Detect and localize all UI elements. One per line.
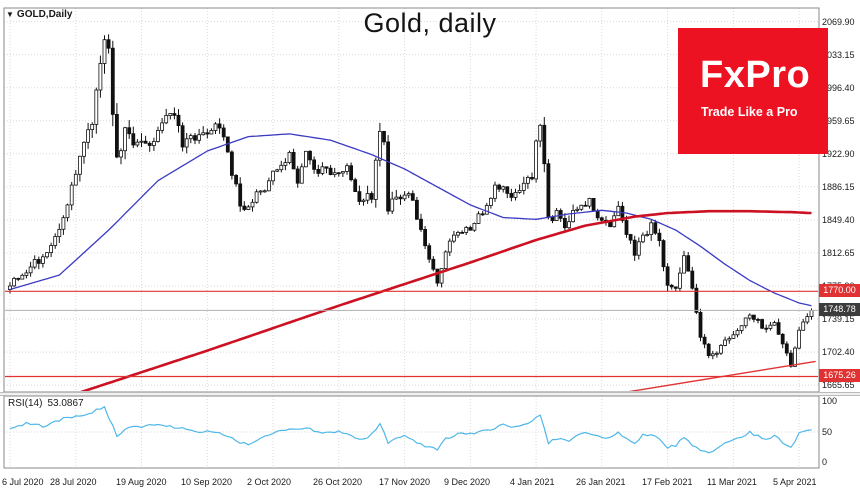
rsi-value: 53.0867 <box>47 398 84 409</box>
price-axis-label: 1812.65 <box>822 248 855 258</box>
fxpro-logo-name: FxPro <box>700 54 811 96</box>
fxpro-logo-tagline: Trade Like a Pro <box>701 105 798 119</box>
symbol-text: GOLD,Daily <box>16 9 73 20</box>
price-axis-label: 1886.15 <box>822 182 855 192</box>
rsi-axis-label: 0 <box>822 457 828 467</box>
triangle-down-icon: ▼ <box>6 10 14 19</box>
date-axis-label: 28 Jul 2020 <box>50 477 97 487</box>
price-axis-label: 1739.15 <box>822 314 855 324</box>
price-axis-label: 2033.15 <box>822 50 855 60</box>
date-axis-label: 5 Apr 2021 <box>773 477 817 487</box>
price-axis-label: 1849.40 <box>822 215 855 225</box>
date-axis-label: 11 Mar 2021 <box>707 477 757 487</box>
price-axis-label: 2069.90 <box>822 17 855 27</box>
pane-separator[interactable] <box>0 392 860 396</box>
date-axis-label: 17 Nov 2020 <box>379 477 431 487</box>
date-axis-label: 19 Aug 2020 <box>116 477 167 487</box>
price-axis-label: 1959.65 <box>822 116 855 126</box>
resistance-level-price-tag: 1770.00 <box>819 284 860 297</box>
symbol-label: ▼ GOLD,Daily <box>6 9 73 20</box>
date-axis-label: 9 Dec 2020 <box>444 477 491 487</box>
date-axis-label: 26 Jan 2021 <box>576 477 626 487</box>
date-axis-label: 6 Jul 2020 <box>2 477 44 487</box>
price-axis-label: 1922.90 <box>822 149 855 159</box>
support-level-price-tag: 1675.26 <box>819 369 860 382</box>
rsi-indicator-caption: RSI(14) 53.0867 <box>8 398 84 409</box>
price-axis-label: 1665.65 <box>822 380 855 390</box>
date-axis-label: 10 Sep 2020 <box>181 477 233 487</box>
rsi-label: RSI(14) <box>8 398 43 409</box>
price-axis-label: 1996.40 <box>822 83 855 93</box>
date-axis-label: 17 Feb 2021 <box>642 477 693 487</box>
date-axis-label: 4 Jan 2021 <box>510 477 555 487</box>
last-price-tag: 1748.78 <box>819 303 860 316</box>
rsi-axis-label: 50 <box>822 427 833 437</box>
fxpro-logo: FxPro Trade Like a Pro <box>678 28 828 154</box>
date-axis-label: 26 Oct 2020 <box>313 477 363 487</box>
rsi-axis-label: 100 <box>822 396 838 406</box>
price-axis-label: 1702.40 <box>822 347 855 357</box>
date-axis-label: 2 Oct 2020 <box>247 477 292 487</box>
chart-title: Gold, daily <box>363 8 497 38</box>
